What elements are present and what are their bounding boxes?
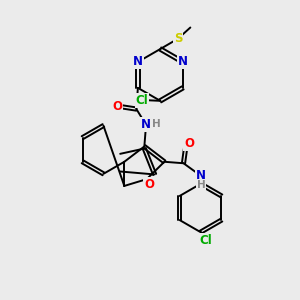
Text: Cl: Cl — [136, 94, 148, 107]
Text: Cl: Cl — [200, 234, 212, 247]
Text: H: H — [197, 180, 206, 190]
Text: O: O — [112, 100, 122, 113]
Text: N: N — [196, 169, 206, 182]
Text: N: N — [141, 118, 151, 131]
Text: O: O — [184, 137, 194, 150]
Text: N: N — [133, 56, 143, 68]
Text: H: H — [152, 119, 161, 129]
Text: S: S — [174, 32, 182, 45]
Text: O: O — [144, 178, 154, 191]
Text: N: N — [178, 56, 188, 68]
